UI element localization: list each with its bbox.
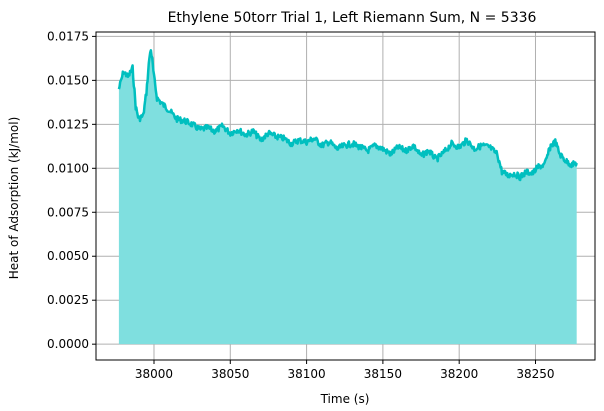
series-line <box>117 49 578 182</box>
x-tick-label: 38050 <box>211 367 249 381</box>
y-tick-label: 0.0125 <box>47 117 89 131</box>
x-tick-label: 38200 <box>440 367 478 381</box>
chart-title: Ethylene 50torr Trial 1, Left Riemann Su… <box>168 10 537 26</box>
y-tick-label: 0.0025 <box>47 293 89 307</box>
x-tick-label: 38000 <box>135 367 173 381</box>
x-tick-label: 38150 <box>364 367 402 381</box>
y-tick-label: 0.0175 <box>47 29 89 43</box>
plot-frame <box>95 31 596 361</box>
plot-area <box>117 49 578 345</box>
y-tick-label: 0.0100 <box>47 161 89 175</box>
y-tick-label: 0.0000 <box>47 337 89 351</box>
x-tick-label: 38100 <box>287 367 325 381</box>
y-axis: 0.0000 0.0025 0.0050 0.0075 0.0100 0.0125 0.01… <box>47 29 96 351</box>
y-axis-label: Heat of Adsorption (kJ/mol) <box>7 117 21 279</box>
y-tick-label: 0.0050 <box>47 249 89 263</box>
y-tick-label: 0.0075 <box>47 205 89 219</box>
area-fill <box>118 50 577 345</box>
x-axis-label: Time (s) <box>320 392 370 406</box>
x-tick-label: 38250 <box>516 367 554 381</box>
x-axis: 38000 38050 38100 38150 38200 38250 <box>135 360 555 381</box>
y-tick-label: 0.0150 <box>47 73 89 87</box>
